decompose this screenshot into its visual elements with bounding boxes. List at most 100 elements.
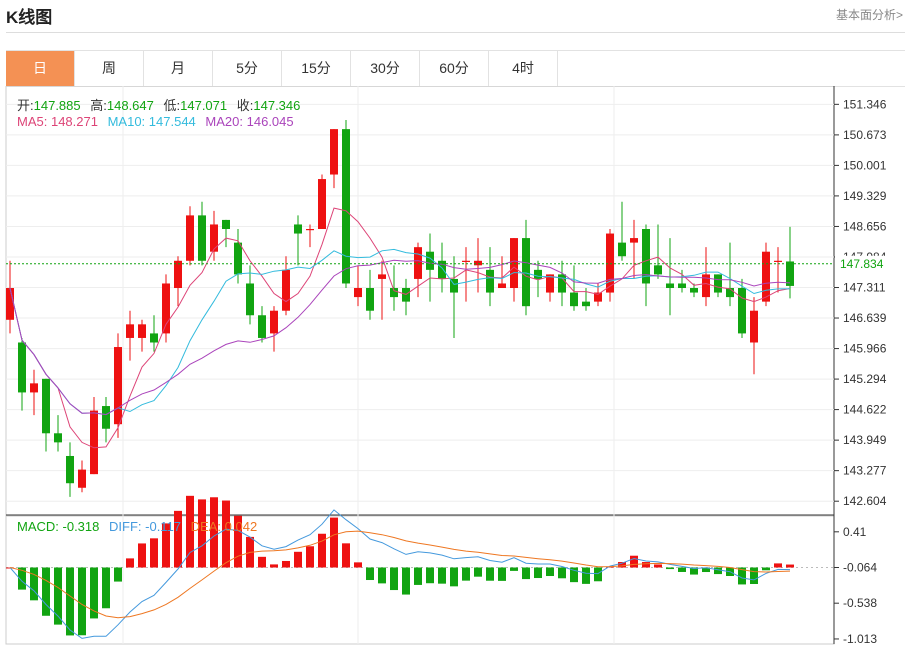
diff-label: DIFF: xyxy=(109,519,142,534)
candle-body xyxy=(30,383,38,393)
candle-body xyxy=(282,269,290,311)
candle-body xyxy=(726,288,734,298)
tab-day[interactable]: 日 xyxy=(6,51,75,86)
macd-bar xyxy=(90,567,98,619)
kline-chart[interactable]: 151.346150.673150.001149.329148.656147.9… xyxy=(0,86,911,645)
candle-body xyxy=(186,215,194,261)
open-label: 开: xyxy=(17,98,34,113)
macd-bar xyxy=(78,567,86,636)
candle-body xyxy=(330,129,338,175)
macd-bar xyxy=(594,567,602,582)
candle-body xyxy=(42,378,50,434)
ohlc-legend: 开:147.885 高:148.647 低:147.071 收:147.346 xyxy=(17,95,306,114)
price-tick-label: 145.966 xyxy=(843,342,887,356)
price-tick-label: 143.277 xyxy=(843,464,887,478)
ma20-label: MA20: xyxy=(205,114,243,129)
candle-body xyxy=(774,260,782,262)
macd-bar xyxy=(174,510,182,568)
candle-body xyxy=(222,219,230,229)
tab-month[interactable]: 月 xyxy=(144,51,213,86)
dea-value: 0.042 xyxy=(224,519,258,534)
macd-tick-label: -0.064 xyxy=(843,561,877,575)
candle-body xyxy=(306,229,314,231)
candle-body xyxy=(318,179,326,229)
macd-tick-label: -0.538 xyxy=(843,596,877,610)
close-label: 收: xyxy=(236,98,254,113)
macd-bar xyxy=(750,567,758,585)
dea-line xyxy=(9,530,791,619)
candle-body xyxy=(714,274,722,293)
candle-body xyxy=(414,247,422,279)
candle-body xyxy=(162,283,170,334)
candle-body xyxy=(150,333,158,343)
candle-body xyxy=(750,310,758,343)
tab-30min[interactable]: 30分 xyxy=(351,51,420,86)
diff-line xyxy=(9,509,791,639)
macd-bar xyxy=(18,567,26,590)
ma10-label: MA10: xyxy=(107,114,146,129)
high-value: 148.647 xyxy=(106,98,154,113)
price-tick-label: 151.346 xyxy=(843,97,887,111)
price-tick-label: 143.949 xyxy=(843,433,887,447)
candle-body xyxy=(510,238,518,289)
tab-4hour[interactable]: 4时 xyxy=(489,51,558,86)
price-tick-label: 142.604 xyxy=(843,494,887,508)
price-tick-label: 147.311 xyxy=(843,281,886,295)
macd-tick-label: 0.41 xyxy=(843,525,867,539)
macd-bar xyxy=(402,567,410,595)
candle-body xyxy=(78,469,86,488)
macd-bar xyxy=(126,558,134,568)
candle-body xyxy=(486,269,494,293)
macd-bar xyxy=(270,564,278,568)
macd-bar xyxy=(510,567,518,571)
high-label: 高: xyxy=(90,98,107,113)
candle-body xyxy=(270,310,278,334)
macd-bar xyxy=(534,567,542,579)
macd-bar xyxy=(198,499,206,568)
candle-body xyxy=(378,274,386,279)
candle-body xyxy=(534,269,542,279)
ma20-value: 146.045 xyxy=(246,114,294,129)
macd-bar xyxy=(642,562,650,568)
candle-body xyxy=(666,283,674,289)
ma10-value: 147.544 xyxy=(148,114,196,129)
macd-bar xyxy=(258,556,266,568)
candle-body xyxy=(114,347,122,425)
tab-15min[interactable]: 15分 xyxy=(282,51,351,86)
macd-bar xyxy=(234,515,242,568)
ma5-value: 148.271 xyxy=(50,114,98,129)
macd-bar xyxy=(618,562,626,568)
macd-bar xyxy=(738,567,746,585)
candle-body xyxy=(762,251,770,302)
macd-bar xyxy=(222,500,230,568)
candle-body xyxy=(138,324,146,338)
tab-week[interactable]: 周 xyxy=(75,51,144,86)
tab-60min[interactable]: 60分 xyxy=(420,51,489,86)
macd-bar xyxy=(54,567,62,625)
macd-bar xyxy=(714,567,722,575)
candle-body xyxy=(450,278,458,293)
candle-body xyxy=(702,274,710,298)
candle-body xyxy=(390,288,398,298)
macd-bar xyxy=(498,567,506,581)
macd-bar xyxy=(282,560,290,568)
macd-bar xyxy=(546,567,554,577)
macd-bar xyxy=(390,567,398,591)
macd-bar xyxy=(702,567,710,573)
tab-5min[interactable]: 5分 xyxy=(213,51,282,86)
candle-body xyxy=(354,288,362,298)
candle-body xyxy=(210,224,218,252)
candle-body xyxy=(90,410,98,475)
macd-bar xyxy=(774,563,782,568)
macd-label: MACD: xyxy=(17,519,59,534)
macd-bar xyxy=(294,551,302,568)
macd-tick-label: -1.013 xyxy=(843,632,877,645)
candle-body xyxy=(630,238,638,243)
candle-body xyxy=(786,261,794,286)
macd-bar xyxy=(426,567,434,584)
macd-bar xyxy=(138,543,146,568)
candle-body xyxy=(546,274,554,293)
price-tick-label: 146.639 xyxy=(843,311,887,325)
candle-body xyxy=(426,251,434,270)
fundamental-analysis-link[interactable]: 基本面分析> xyxy=(835,8,903,22)
